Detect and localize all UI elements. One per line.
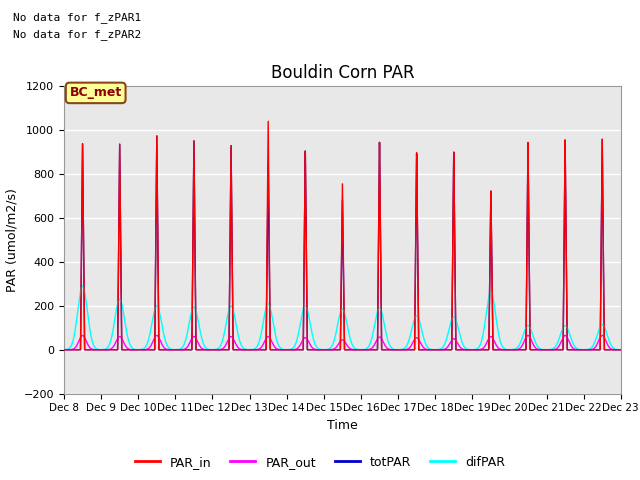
Legend: PAR_in, PAR_out, totPAR, difPAR: PAR_in, PAR_out, totPAR, difPAR — [130, 451, 510, 474]
Title: Bouldin Corn PAR: Bouldin Corn PAR — [271, 64, 414, 82]
Text: No data for f_zPAR1: No data for f_zPAR1 — [13, 12, 141, 23]
Text: BC_met: BC_met — [70, 86, 122, 99]
X-axis label: Time: Time — [327, 419, 358, 432]
Y-axis label: PAR (umol/m2/s): PAR (umol/m2/s) — [5, 188, 18, 292]
Text: No data for f_zPAR2: No data for f_zPAR2 — [13, 29, 141, 40]
